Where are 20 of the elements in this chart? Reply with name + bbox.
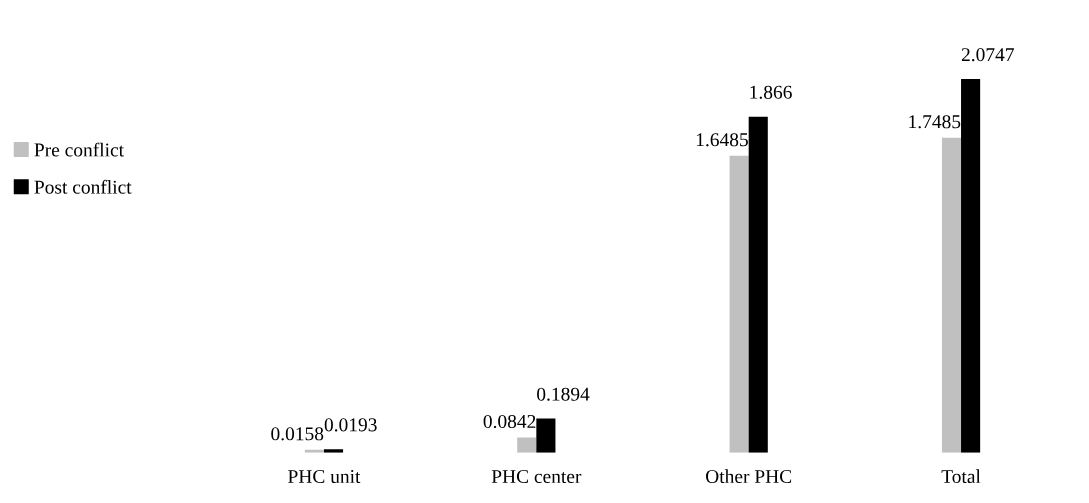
bar: [517, 437, 537, 453]
x-tick-label: PHC center: [491, 469, 582, 484]
data-label: 1.866: [750, 85, 792, 99]
data-label: 1.7485: [909, 115, 961, 129]
bar: [961, 79, 981, 453]
data-label: 0.0158: [271, 427, 324, 441]
bar: [941, 137, 962, 453]
legend-label: Pre conflict: [34, 142, 124, 157]
data-label: 1.6485: [696, 133, 748, 147]
bar: [536, 418, 556, 453]
bar: [748, 116, 768, 453]
data-label: 2.0747: [961, 48, 1014, 62]
legend-label: Post conflict: [34, 179, 132, 194]
x-tick-label: PHC unit: [288, 469, 361, 484]
data-label: 0.0193: [324, 418, 377, 432]
data-label: 0.0842: [483, 414, 536, 429]
x-tick-label: Total: [941, 469, 981, 484]
data-label: 0.1894: [537, 387, 590, 401]
bar: [729, 155, 749, 453]
x-tick-label: Other PHC: [706, 469, 792, 484]
